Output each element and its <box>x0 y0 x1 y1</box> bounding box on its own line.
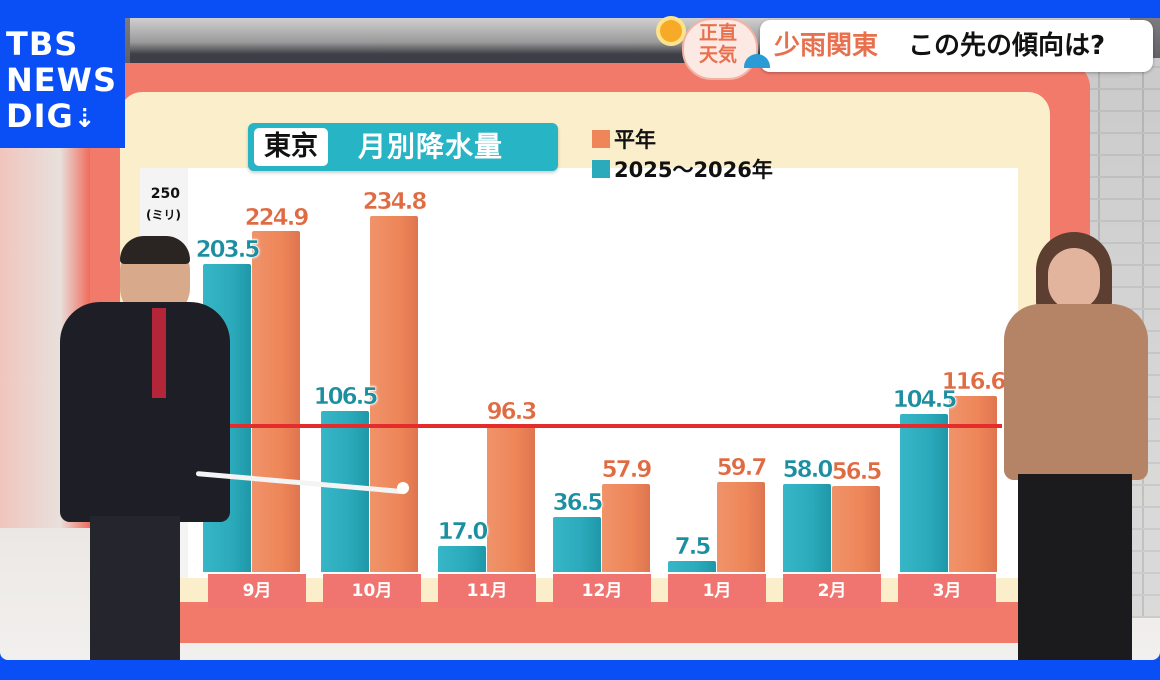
month-label-jan: 1月 <box>668 574 766 608</box>
legend-swatch-normal <box>592 130 610 148</box>
value-current-dec: 36.5 <box>552 490 603 517</box>
value-current-jan: 7.5 <box>674 534 711 561</box>
bar-current-jan <box>668 561 716 572</box>
value-current-nov: 17.0 <box>437 519 488 546</box>
value-normal-mar: 116.6 <box>941 369 1006 396</box>
y-tick-250: 250 <box>150 186 180 202</box>
y-axis-unit: (ミリ) <box>146 208 181 222</box>
bar-normal-dec <box>602 484 650 572</box>
bar-normal-feb <box>832 486 880 572</box>
month-label-sep: 9月 <box>208 574 306 608</box>
headline-banner: 正直 天気 少雨関東 この先の傾向は? <box>660 18 1155 80</box>
bar-normal-oct <box>370 216 418 572</box>
bar-current-oct <box>321 411 369 572</box>
logo-line-1: TBS <box>6 25 79 63</box>
value-current-mar: 104.5 <box>892 387 957 414</box>
presenter-female <box>1000 228 1150 660</box>
month-label-dec: 12月 <box>553 574 651 608</box>
bar-current-dec <box>553 517 601 572</box>
headline-accent-text: 少雨関東 <box>774 31 879 61</box>
legend-label-normal: 平年 <box>614 128 656 152</box>
bar-normal-jan <box>717 482 765 572</box>
bar-current-mar <box>900 414 948 572</box>
value-normal-nov: 96.3 <box>486 399 537 426</box>
presenter-female-head <box>1048 248 1100 310</box>
legend-label-current: 2025〜2026年 <box>614 158 773 182</box>
value-normal-sep: 224.9 <box>244 205 309 232</box>
legend-item-current: 2025〜2026年 <box>592 154 773 184</box>
value-current-sep: 203.5 <box>195 237 260 264</box>
legend-swatch-current <box>592 160 610 178</box>
logo-line-2: NEWS <box>6 61 117 99</box>
segment-badge: 正直 天気 <box>660 16 770 80</box>
bar-current-nov <box>438 546 486 572</box>
segment-badge-text: 正直 天気 <box>698 22 737 66</box>
value-current-oct: 106.5 <box>313 384 378 411</box>
presenter-male-trousers <box>90 516 180 660</box>
value-normal-oct: 234.8 <box>362 189 427 216</box>
month-label-oct: 10月 <box>323 574 421 608</box>
bar-current-feb <box>783 484 831 572</box>
presenter-male <box>60 236 250 660</box>
bar-normal-nov <box>487 426 535 572</box>
presenter-female-blouse <box>1004 304 1148 480</box>
headline-background <box>760 20 1153 72</box>
cloud-icon <box>682 18 758 80</box>
legend-item-normal: 平年 <box>592 124 773 154</box>
logo-line-3: DIG⇣ <box>6 97 97 135</box>
presenter-female-trousers <box>1018 474 1132 660</box>
month-label-nov: 11月 <box>438 574 536 608</box>
pointer-tip <box>397 482 409 494</box>
bottom-frame-bar <box>0 660 1160 680</box>
tbs-news-dig-logo: TBS NEWS DIG⇣ <box>0 18 125 148</box>
headline-text: この先の傾向は? <box>908 31 1106 61</box>
value-normal-dec: 57.9 <box>601 457 652 484</box>
value-normal-jan: 59.7 <box>716 455 767 482</box>
sun-icon <box>660 20 682 42</box>
bar-normal-mar <box>949 396 997 572</box>
presenter-male-tie <box>152 308 166 398</box>
chart-title: 東京 月別降水量 <box>248 123 558 171</box>
bar-normal-sep <box>252 231 300 572</box>
presenter-male-jacket <box>60 302 230 522</box>
chart-legend: 平年 2025〜2026年 <box>592 124 773 184</box>
chart-city-label: 東京 <box>254 128 328 166</box>
value-normal-feb: 56.5 <box>831 459 882 486</box>
reference-line-100mm <box>186 424 1002 428</box>
presenter-male-hair <box>120 236 190 264</box>
download-arrow-icon: ⇣ <box>73 104 97 134</box>
umbrella-icon <box>744 54 770 68</box>
month-label-feb: 2月 <box>783 574 881 608</box>
month-label-mar: 3月 <box>898 574 996 608</box>
value-current-feb: 58.0 <box>782 457 833 484</box>
chart-title-text: 月別降水量 <box>358 130 504 163</box>
